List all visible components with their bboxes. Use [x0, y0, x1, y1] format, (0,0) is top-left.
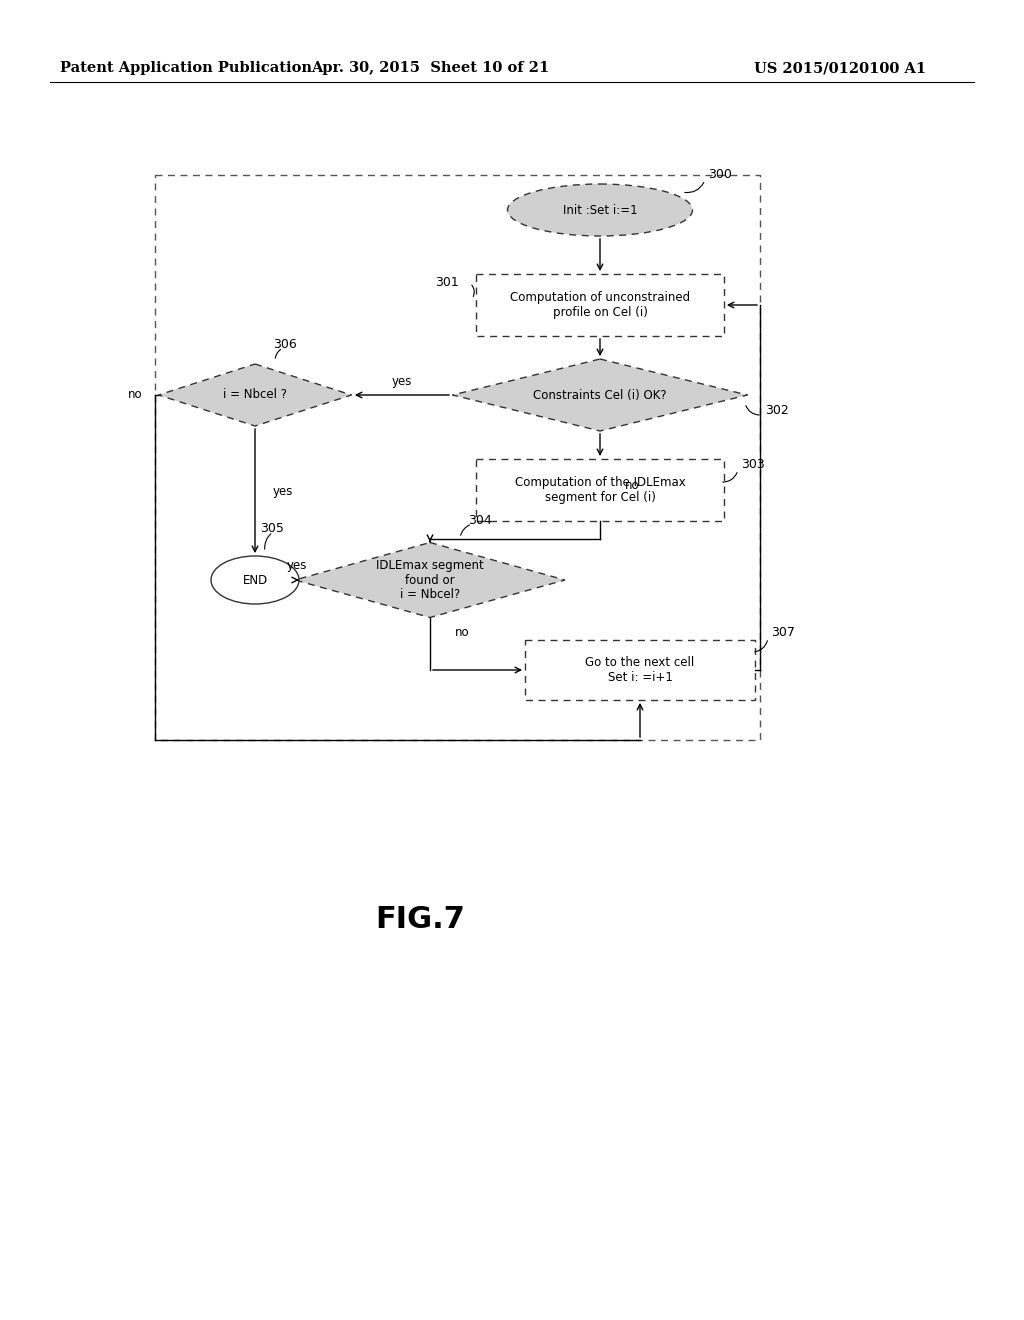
Ellipse shape	[508, 183, 692, 236]
Text: 305: 305	[260, 521, 284, 535]
Text: no: no	[625, 479, 640, 492]
Text: Go to the next cell
Set i: =i+1: Go to the next cell Set i: =i+1	[586, 656, 694, 684]
Text: no: no	[128, 388, 142, 401]
Text: 301: 301	[435, 276, 459, 289]
Text: 300: 300	[708, 168, 732, 181]
Text: Computation of unconstrained
profile on Cel (i): Computation of unconstrained profile on …	[510, 290, 690, 319]
Text: i = Nbcel ?: i = Nbcel ?	[223, 388, 287, 401]
Polygon shape	[295, 543, 565, 618]
Bar	[525, 640, 755, 700]
Text: Apr. 30, 2015  Sheet 10 of 21: Apr. 30, 2015 Sheet 10 of 21	[311, 61, 549, 75]
Polygon shape	[159, 364, 351, 426]
Bar	[155, 176, 760, 741]
Text: IDLEmax segment
found or
i = Nbcel?: IDLEmax segment found or i = Nbcel?	[376, 558, 484, 602]
Text: 302: 302	[765, 404, 788, 417]
Text: yes: yes	[273, 484, 293, 498]
Text: 304: 304	[468, 513, 492, 527]
Polygon shape	[453, 359, 748, 432]
Text: yes: yes	[392, 375, 413, 388]
Text: Computation of the IDLEmax
segment for Cel (i): Computation of the IDLEmax segment for C…	[515, 477, 685, 504]
Text: 303: 303	[741, 458, 765, 470]
Text: 307: 307	[771, 626, 795, 639]
Text: Constraints Cel (i) OK?: Constraints Cel (i) OK?	[534, 388, 667, 401]
Text: FIG.7: FIG.7	[375, 906, 465, 935]
Text: END: END	[243, 573, 267, 586]
Ellipse shape	[211, 556, 299, 605]
Text: no: no	[455, 626, 470, 639]
Bar	[476, 459, 724, 521]
Bar	[476, 275, 724, 337]
Text: US 2015/0120100 A1: US 2015/0120100 A1	[754, 61, 926, 75]
Text: Init :Set i:=1: Init :Set i:=1	[562, 203, 637, 216]
Text: yes: yes	[287, 560, 307, 573]
Text: Patent Application Publication: Patent Application Publication	[60, 61, 312, 75]
Text: 306: 306	[273, 338, 297, 351]
